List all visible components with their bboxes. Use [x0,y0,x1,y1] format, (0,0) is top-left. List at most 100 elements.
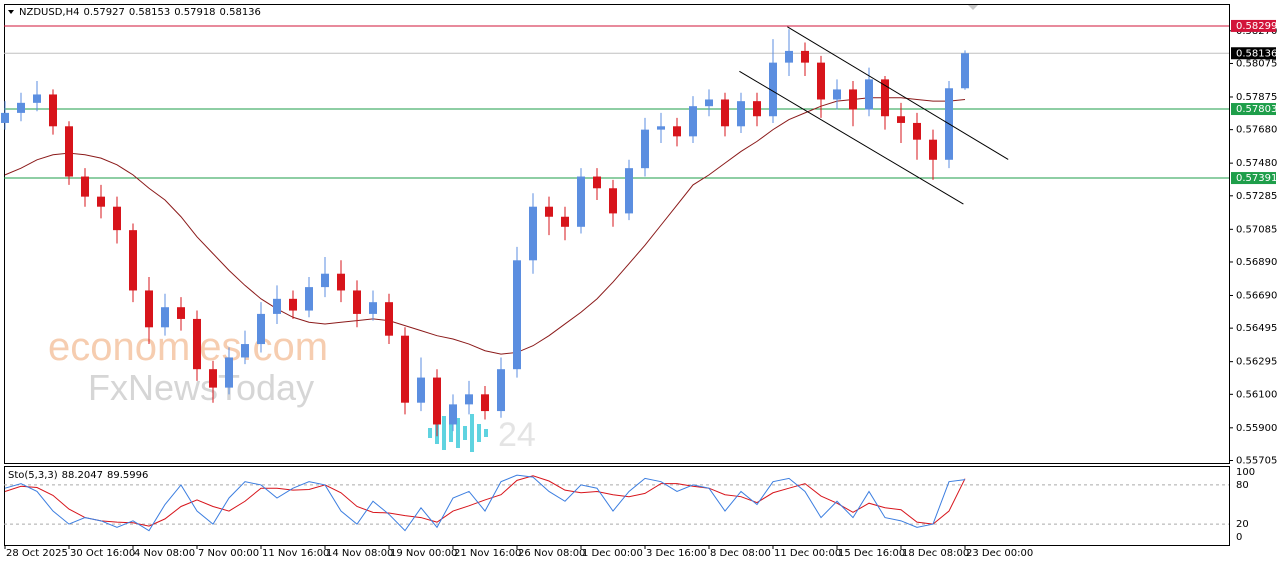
candle-body [321,273,329,288]
logo-bar [484,429,488,437]
candle-body [129,230,137,291]
candle-body [673,126,681,137]
candle-body [209,369,217,388]
candle-body [513,260,521,370]
y-tick-label: 0.55900 [1236,423,1277,434]
oscillator-line [4,475,966,527]
candle-body [369,302,377,314]
x-tick-label: 19 Nov 00:00 [390,548,457,559]
y-tick-label: 0 [1236,532,1242,543]
moving-average [4,97,966,355]
x-tick-label: 8 Dec 08:00 [710,548,771,559]
candle-body [241,344,249,358]
candle-body [1,112,9,123]
trendline [787,26,1009,160]
x-tick-label: 15 Dec 16:00 [838,548,905,559]
logo-bar [463,426,467,440]
candle-body [961,53,969,89]
candle-body [113,206,121,231]
x-tick-label: 23 Dec 00:00 [966,548,1033,559]
price-level-box [1231,47,1276,60]
y-tick-label: 0.55705 [1236,455,1277,466]
last-open: 0.57927 [83,7,124,18]
candle-body [641,129,649,169]
candle-body [593,176,601,189]
oscillator-frame [4,466,1230,546]
candle-body [161,307,169,328]
x-tick-label: 21 Nov 16:00 [454,548,521,559]
y-tick-label: 0.56495 [1236,323,1277,334]
candle-body [81,176,89,197]
candle-body [177,307,185,319]
candle-body [273,298,281,314]
candle-body [305,287,313,311]
last-low: 0.57918 [174,7,215,18]
candle-body [801,50,809,63]
y-tick-label: 0.57085 [1236,224,1277,235]
x-tick-label: 11 Dec 00:00 [774,548,841,559]
watermark: 24 [498,416,536,454]
logo-bar [470,414,474,452]
price-level-label: 0.57803 [1236,104,1277,115]
candle-body [481,394,489,412]
candle-body [65,126,73,177]
candle-body [705,99,713,107]
candle-body [721,99,729,127]
logo-bar [456,418,460,448]
candle-body [785,50,793,63]
candle-body [897,116,905,123]
x-tick-label: 3 Dec 16:00 [646,548,707,559]
symbol-header: NZDUSD,H4 0.57927 0.58153 0.57918 0.58136 [19,7,261,18]
candle-body [225,357,233,388]
candle-body [145,290,153,328]
x-tick-label: 1 Dec 00:00 [582,548,643,559]
y-tick-label: 0.56295 [1236,357,1277,368]
candle-body [865,79,873,110]
collapse-arrow[interactable] [8,10,14,14]
candle-body [417,377,425,403]
candle-body [401,335,409,403]
candle-body [561,216,569,227]
x-tick-label: 30 Oct 16:00 [70,548,135,559]
candle-body [577,176,585,227]
candle-body [17,102,25,113]
y-tick-label: 0.57680 [1236,125,1277,136]
symbol: NZDUSD,H4 [19,7,79,18]
x-tick-label: 28 Oct 2025 [6,548,68,559]
y-tick-label: 0.56890 [1236,257,1277,268]
y-tick-label: 20 [1236,519,1249,530]
candle-body [257,313,265,345]
x-tick-label: 26 Nov 08:00 [518,548,585,559]
candle-body [737,101,745,127]
x-tick-label: 11 Nov 16:00 [262,548,329,559]
x-tick-label: 7 Nov 00:00 [198,548,259,559]
candle-body [97,196,105,207]
candle-body [385,302,393,336]
watermark: FxNewsToday [88,367,314,408]
candle-body [49,94,57,127]
scroll-marker [968,5,978,10]
candle-body [497,369,505,412]
y-tick-label: 0.56100 [1236,389,1277,400]
logo-bar [428,428,432,438]
candle-body [769,62,777,117]
candle-body [881,79,889,117]
candle-body [353,290,361,314]
logo-bar [449,424,453,442]
last-high: 0.58153 [129,7,170,18]
logo-bar [442,416,446,450]
candle-body [657,126,665,130]
candle-body [753,101,761,117]
price-level-label: 0.57391 [1236,173,1277,184]
candle-body [817,62,825,100]
x-tick-label: 4 Nov 08:00 [134,548,195,559]
price-level-label: 0.58136 [1236,48,1277,59]
y-tick-label: 0.57285 [1236,191,1277,202]
signal-value: 89.5996 [107,470,148,481]
watermark: economies.com [48,325,328,369]
candle-body [609,188,617,214]
price-level-label: 0.58299 [1236,21,1277,32]
candle-body [193,318,201,370]
